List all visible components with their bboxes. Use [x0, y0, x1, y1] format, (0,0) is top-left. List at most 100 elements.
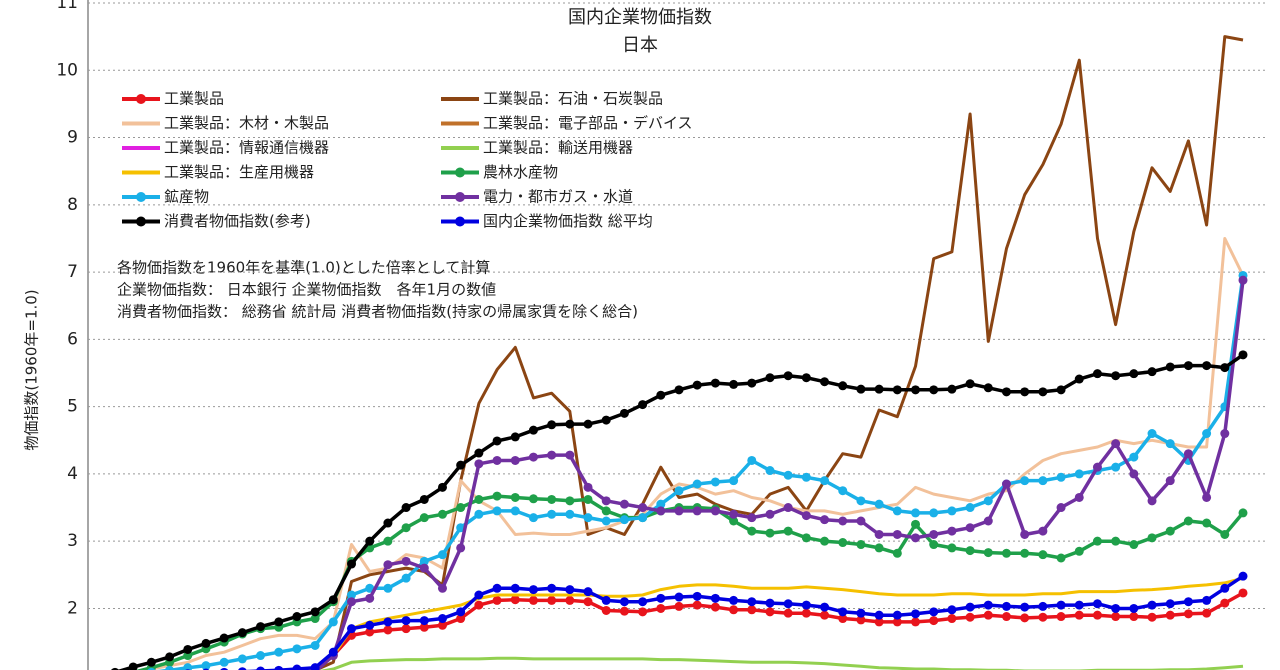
data-point	[1092, 369, 1102, 379]
data-point	[692, 600, 702, 610]
data-point	[1092, 610, 1102, 620]
data-point	[565, 496, 575, 506]
data-point	[510, 595, 520, 605]
data-point	[1165, 599, 1175, 609]
data-point	[947, 384, 957, 394]
data-point	[911, 617, 921, 627]
legend-item: 鉱産物	[122, 188, 209, 206]
data-point	[347, 597, 357, 607]
data-point	[838, 538, 848, 548]
data-point	[456, 614, 466, 624]
data-point	[856, 496, 866, 506]
data-point	[619, 606, 629, 616]
data-point	[801, 608, 811, 618]
data-point	[365, 620, 375, 630]
data-point	[401, 624, 411, 634]
y-tick-label: 4	[67, 464, 78, 484]
legend-item: 工業製品：電子部品・デバイス	[441, 114, 693, 132]
data-point	[710, 593, 720, 603]
data-point	[747, 513, 757, 523]
data-point	[965, 546, 975, 556]
data-point	[565, 419, 575, 429]
data-point	[1038, 387, 1048, 397]
data-point	[601, 415, 611, 425]
data-point	[383, 583, 393, 593]
legend-label: 工業製品：電子部品・デバイス	[483, 114, 693, 132]
data-point	[1238, 350, 1248, 360]
data-point	[1147, 429, 1157, 439]
data-point	[437, 482, 447, 492]
data-point	[729, 509, 739, 519]
legend-label: 工業製品：生産用機器	[164, 163, 314, 181]
data-point	[820, 377, 830, 387]
data-point	[1001, 601, 1011, 611]
data-point	[1111, 612, 1121, 622]
data-point	[947, 506, 957, 516]
series-line	[137, 237, 1245, 670]
data-point	[419, 556, 429, 566]
y-tick-label: 5	[67, 397, 78, 417]
legend-label: 農林水産物	[483, 163, 558, 181]
data-point	[656, 603, 666, 613]
data-point	[674, 486, 684, 496]
data-point	[801, 533, 811, 543]
data-point	[856, 540, 866, 550]
data-point	[929, 607, 939, 617]
data-point	[1092, 462, 1102, 472]
data-point	[528, 425, 538, 435]
data-point	[783, 526, 793, 536]
data-point	[165, 652, 175, 662]
data-point	[838, 614, 848, 624]
data-point	[1092, 599, 1102, 609]
data-point	[201, 638, 211, 648]
data-point	[583, 419, 593, 429]
data-point	[274, 617, 284, 627]
data-point	[1074, 492, 1084, 502]
data-point	[310, 640, 320, 650]
annotation: 各物価指数を1960年を基準(1.0)とした倍率として計算	[117, 259, 490, 277]
data-point	[674, 601, 684, 611]
data-point	[1165, 526, 1175, 536]
data-point	[692, 479, 702, 489]
data-point	[1074, 546, 1084, 556]
data-point	[1020, 476, 1030, 486]
data-point	[783, 608, 793, 618]
data-point	[692, 591, 702, 601]
data-point	[1111, 536, 1121, 546]
y-axis-label: 物価指数(1960年=1.0)	[23, 289, 41, 450]
y-tick-label: 3	[67, 531, 78, 551]
legend-marker	[455, 192, 465, 202]
data-point	[729, 605, 739, 615]
data-point	[183, 644, 193, 654]
series-line	[319, 656, 1244, 670]
data-point	[128, 662, 138, 670]
data-point	[783, 503, 793, 513]
data-point	[492, 455, 502, 465]
data-point	[947, 526, 957, 536]
data-point	[456, 607, 466, 617]
y-tick-label: 11	[56, 0, 78, 13]
data-point	[692, 380, 702, 390]
data-point	[1056, 472, 1066, 482]
data-point	[601, 506, 611, 516]
data-point	[492, 583, 502, 593]
data-point	[765, 598, 775, 608]
data-point	[419, 513, 429, 523]
data-point	[601, 516, 611, 526]
data-point	[619, 499, 629, 509]
data-point	[820, 476, 830, 486]
data-point	[1202, 595, 1212, 605]
data-point	[710, 506, 720, 516]
data-point	[674, 506, 684, 516]
data-point	[528, 494, 538, 504]
data-point	[347, 590, 357, 600]
data-point	[965, 612, 975, 622]
data-point	[1038, 526, 1048, 536]
data-point	[1038, 601, 1048, 611]
annotation: 消費者物価指数： 総務省 統計局 消費者物価指数(持家の帰属家賃を除く総合)	[117, 303, 638, 321]
data-point	[838, 486, 848, 496]
data-point	[583, 513, 593, 523]
data-point	[292, 612, 302, 622]
data-point	[547, 450, 557, 460]
